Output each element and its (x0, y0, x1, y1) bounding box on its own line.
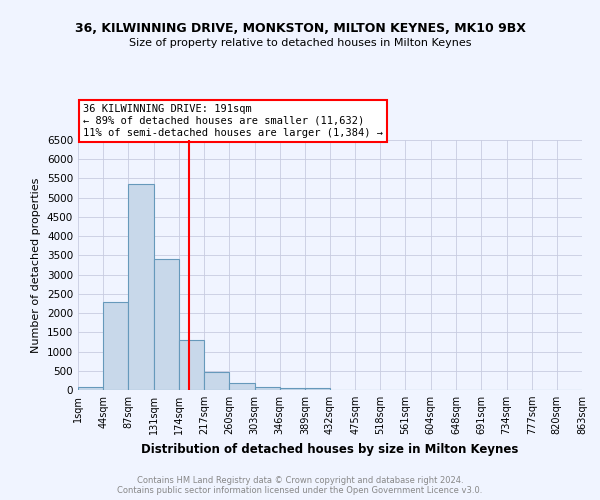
Bar (78, 387, 103, 390)
Bar (229, 382, 254, 390)
X-axis label: Distribution of detached houses by size in Milton Keynes: Distribution of detached houses by size … (142, 442, 518, 456)
Bar (128, 184, 154, 390)
Bar (103, 302, 128, 390)
Text: Contains HM Land Registry data © Crown copyright and database right 2024.
Contai: Contains HM Land Registry data © Crown c… (118, 476, 482, 495)
Bar (254, 386, 280, 390)
Text: Size of property relative to detached houses in Milton Keynes: Size of property relative to detached ho… (129, 38, 471, 48)
Bar (179, 340, 204, 390)
Y-axis label: Number of detached properties: Number of detached properties (31, 178, 41, 352)
Bar (154, 259, 179, 390)
Bar (204, 372, 229, 390)
Bar (305, 388, 330, 390)
Text: 36, KILWINNING DRIVE, MONKSTON, MILTON KEYNES, MK10 9BX: 36, KILWINNING DRIVE, MONKSTON, MILTON K… (74, 22, 526, 36)
Bar (280, 388, 305, 390)
Text: 36 KILWINNING DRIVE: 191sqm
← 89% of detached houses are smaller (11,632)
11% of: 36 KILWINNING DRIVE: 191sqm ← 89% of det… (83, 104, 383, 138)
